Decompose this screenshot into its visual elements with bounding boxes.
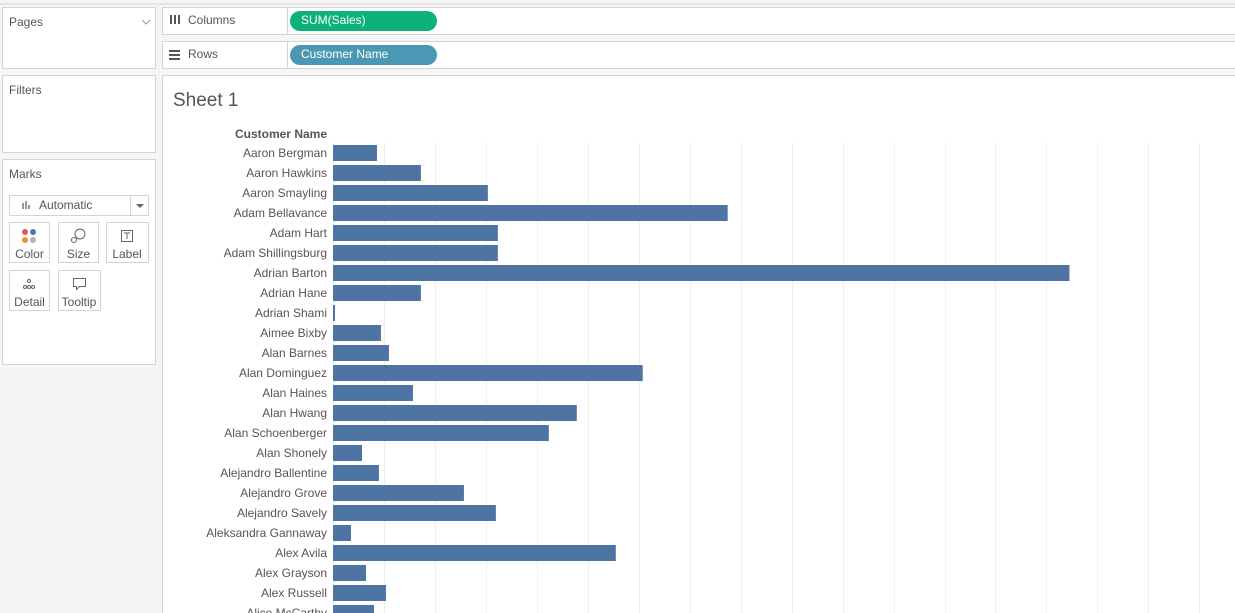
row-label: Alan Hwang (262, 406, 327, 420)
row-label: Aimee Bixby (260, 326, 327, 340)
tooltip-icon (73, 278, 86, 291)
pages-shelf[interactable] (2, 7, 156, 69)
row-label: Adam Shillingsburg (224, 246, 327, 260)
pill-shape[interactable] (290, 11, 437, 31)
row-label: Adam Bellavance (234, 206, 328, 220)
bar (333, 185, 488, 201)
bar (333, 145, 377, 161)
row-label: Adrian Barton (254, 266, 327, 280)
bar (333, 325, 381, 341)
columns-pill[interactable]: SUM(Sales) (290, 11, 437, 31)
row-label: Adrian Shami (255, 306, 327, 320)
row-label: Alan Haines (262, 386, 327, 400)
label-icon (121, 230, 133, 242)
row-label: Adrian Hane (260, 286, 327, 300)
card-label: Size (67, 247, 91, 261)
sheet-title: Sheet 1 (173, 90, 239, 111)
bar (333, 385, 413, 401)
columns-label: Columns (188, 13, 235, 27)
color-card[interactable] (9, 222, 50, 263)
bar (333, 425, 549, 441)
bar (333, 285, 421, 301)
filters-title: Filters (9, 83, 42, 97)
filters-shelf[interactable] (2, 75, 156, 153)
detail-card[interactable] (9, 270, 50, 311)
row-label: Aaron Bergman (243, 146, 327, 160)
row-label: Aaron Hawkins (246, 166, 327, 180)
row-label: Alejandro Grove (240, 486, 327, 500)
card-label: Detail (14, 295, 45, 309)
bar (333, 225, 498, 241)
row-label: Aleksandra Gannaway (206, 526, 327, 540)
row-label: Alan Schoenberger (224, 426, 327, 440)
bar (333, 245, 498, 261)
bar (333, 445, 362, 461)
bar (333, 165, 421, 181)
pages-title: Pages (9, 15, 43, 29)
pill-text: Customer Name (301, 47, 389, 61)
rows-label: Rows (188, 47, 218, 61)
row-header: Customer Name (235, 127, 327, 141)
bar (333, 605, 374, 613)
row-label: Alan Shonely (256, 446, 327, 460)
detail-icon (23, 279, 35, 289)
rows-icon (169, 50, 180, 60)
row-label: Alan Dominguez (239, 366, 327, 380)
bar (333, 585, 386, 601)
row-label: Alan Barnes (262, 346, 327, 360)
dropdown-caret[interactable] (136, 204, 144, 208)
pages-caret[interactable] (141, 19, 151, 25)
columns-icon (170, 15, 180, 24)
pill-shape[interactable] (290, 45, 437, 65)
bar (333, 525, 351, 541)
marks-title: Marks (9, 167, 42, 181)
bar (333, 345, 389, 361)
bar (333, 505, 496, 521)
label-card[interactable] (106, 222, 149, 263)
bar (333, 365, 643, 381)
row-label: Aaron Smayling (242, 186, 327, 200)
row-label: Alex Grayson (255, 566, 327, 580)
bar (333, 465, 379, 481)
row-label: Alex Russell (261, 586, 327, 600)
bar (333, 405, 577, 421)
row-label: Alejandro Savely (237, 506, 327, 520)
bar (333, 265, 1070, 281)
bar (333, 305, 335, 321)
plot: Aaron Bergman Aaron Hawkins Aaron Smayling… (206, 143, 1200, 613)
rows-pill[interactable]: Customer Name (290, 45, 437, 65)
mark-type: Automatic (39, 198, 92, 212)
pill-text: SUM(Sales) (301, 13, 366, 27)
bar (333, 545, 616, 561)
card-label: Label (112, 247, 141, 261)
bar (333, 565, 366, 581)
bar (333, 485, 464, 501)
row-label: Alex Avila (275, 546, 327, 560)
card-label: Tooltip (62, 295, 97, 309)
color-icon (22, 229, 36, 243)
row-label: Adam Hart (270, 226, 328, 240)
bar-icon (22, 201, 30, 209)
row-label: Alejandro Ballentine (220, 466, 327, 480)
tooltip-card[interactable] (58, 270, 101, 311)
bar (333, 205, 728, 221)
row-label: Alice McCarthy (246, 606, 327, 613)
mark-type-dropdown[interactable] (9, 195, 149, 216)
card-label: Color (15, 247, 44, 261)
size-icon (71, 228, 86, 243)
